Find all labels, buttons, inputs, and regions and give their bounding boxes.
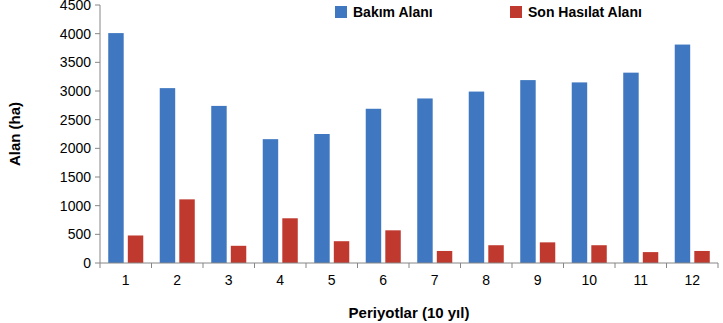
bar xyxy=(334,241,349,263)
x-tick-label: 5 xyxy=(328,272,336,288)
x-category-tick xyxy=(718,263,719,268)
bar xyxy=(263,139,278,263)
bar xyxy=(108,33,123,263)
y-tick-label: 3500 xyxy=(60,54,91,70)
y-tick-label: 4500 xyxy=(60,0,91,13)
y-tick-label: 0 xyxy=(83,255,91,271)
x-axis-title: Periyotlar (10 yıl) xyxy=(349,304,470,321)
y-tick-label: 3000 xyxy=(60,83,91,99)
x-tick-label: 3 xyxy=(225,272,233,288)
x-tick-label: 6 xyxy=(379,272,387,288)
x-category-tick xyxy=(203,263,204,268)
y-tick-label: 2000 xyxy=(60,140,91,156)
x-tick-label: 1 xyxy=(122,272,130,288)
x-category-tick xyxy=(409,263,410,268)
x-tick-label: 2 xyxy=(173,272,181,288)
bar xyxy=(314,134,329,263)
y-tick xyxy=(95,91,100,92)
y-tick-label: 2500 xyxy=(60,112,91,128)
chart: 0500100015002000250030003500400045001234… xyxy=(0,0,723,323)
x-category-tick xyxy=(563,263,564,268)
bar xyxy=(591,245,606,263)
bar xyxy=(366,109,381,263)
bar xyxy=(231,246,246,263)
bar xyxy=(282,218,297,263)
bar xyxy=(211,106,226,263)
y-tick-label: 4000 xyxy=(60,26,91,42)
x-tick-label: 12 xyxy=(684,272,700,288)
y-tick xyxy=(95,177,100,178)
x-category-tick xyxy=(615,263,616,268)
x-category-tick xyxy=(100,263,101,268)
bar xyxy=(417,98,432,263)
x-tick-label: 11 xyxy=(633,272,648,288)
x-tick-label: 9 xyxy=(534,272,542,288)
bar xyxy=(694,251,709,263)
legend-label: Bakım Alanı xyxy=(353,4,433,20)
bar xyxy=(128,235,143,263)
y-tick-label: 1500 xyxy=(60,169,91,185)
x-tick-label: 10 xyxy=(581,272,597,288)
bar xyxy=(623,73,638,263)
x-category-tick xyxy=(151,263,152,268)
x-category-tick xyxy=(357,263,358,268)
y-axis-title: Alan (ha) xyxy=(6,102,23,166)
x-tick-label: 4 xyxy=(276,272,284,288)
bar xyxy=(675,45,690,263)
x-category-tick xyxy=(254,263,255,268)
x-category-tick xyxy=(512,263,513,268)
y-tick xyxy=(95,33,100,34)
bar xyxy=(385,230,400,263)
bars xyxy=(108,33,710,263)
y-tick xyxy=(95,263,100,264)
y-axis xyxy=(100,5,101,263)
bar xyxy=(160,88,175,263)
bar xyxy=(540,242,555,263)
x-tick-label: 7 xyxy=(431,272,439,288)
x-category-tick xyxy=(306,263,307,268)
y-tick-label: 1000 xyxy=(60,198,91,214)
legend-swatch xyxy=(510,6,522,18)
y-tick-label: 500 xyxy=(68,226,92,242)
bar xyxy=(488,245,503,263)
bar xyxy=(572,82,587,263)
y-tick xyxy=(95,234,100,235)
y-tick xyxy=(95,148,100,149)
legend-swatch xyxy=(335,6,347,18)
y-tick xyxy=(95,5,100,6)
legend-label: Son Hasılat Alanı xyxy=(528,4,642,20)
y-tick xyxy=(95,119,100,120)
bar xyxy=(469,92,484,263)
x-tick-label: 8 xyxy=(482,272,490,288)
bar xyxy=(179,199,194,263)
bar xyxy=(643,252,658,263)
y-tick xyxy=(95,205,100,206)
x-category-tick xyxy=(460,263,461,268)
bar xyxy=(520,80,535,263)
bar xyxy=(437,251,452,263)
y-tick xyxy=(95,62,100,63)
x-category-tick xyxy=(666,263,667,268)
